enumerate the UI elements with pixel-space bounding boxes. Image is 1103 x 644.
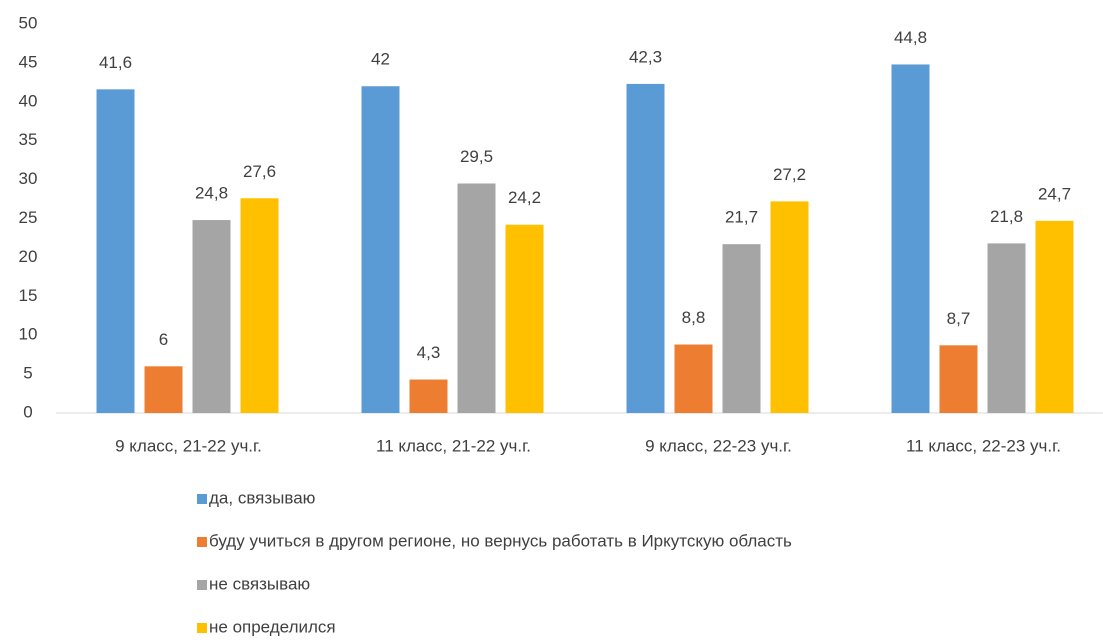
y-tick-label: 5 [23, 364, 32, 383]
legend-label: буду учиться в другом регионе, но вернус… [209, 531, 792, 550]
value-label: 21,8 [990, 207, 1023, 226]
bar [505, 224, 544, 413]
x-tick-label: 9 класс, 21-22 уч.г. [115, 436, 262, 455]
legend-label: не связываю [209, 574, 310, 593]
legend-swatch [197, 623, 207, 633]
y-tick-label: 35 [19, 130, 38, 149]
value-label: 27,6 [243, 162, 276, 181]
bar [626, 83, 665, 413]
bar [770, 201, 809, 413]
y-tick-label: 0 [23, 402, 32, 421]
value-label: 42 [371, 50, 390, 69]
value-label: 42,3 [629, 47, 662, 66]
y-tick-label: 50 [19, 13, 38, 32]
bar [144, 366, 183, 413]
bar [722, 244, 761, 413]
value-label: 8,8 [682, 308, 706, 327]
legend-label: не определился [209, 617, 336, 636]
bar [409, 379, 448, 413]
value-label: 6 [159, 330, 168, 349]
value-label: 8,7 [947, 309, 971, 328]
y-tick-label: 25 [19, 208, 38, 227]
bar [457, 183, 496, 413]
bar [240, 198, 279, 413]
bar [891, 64, 930, 414]
value-label: 24,8 [195, 184, 228, 203]
value-label: 29,5 [460, 147, 493, 166]
value-label: 27,2 [773, 165, 806, 184]
y-tick-label: 20 [19, 247, 38, 266]
value-label: 24,7 [1038, 184, 1071, 203]
bar [96, 89, 135, 414]
y-tick-label: 40 [19, 91, 38, 110]
x-tick-label: 11 класс, 22-23 уч.г. [906, 436, 1061, 455]
value-label: 41,6 [99, 53, 132, 72]
legend-swatch [197, 537, 207, 547]
x-tick-label: 9 класс, 22-23 уч.г. [645, 436, 792, 455]
y-tick-label: 15 [19, 286, 38, 305]
legend-swatch [197, 494, 207, 504]
bar [361, 86, 400, 414]
bar [987, 243, 1026, 413]
legend-swatch [197, 580, 207, 590]
legend-label: да, связываю [209, 488, 316, 507]
bar [1035, 220, 1074, 413]
bar [939, 345, 978, 413]
bar [192, 220, 231, 413]
value-label: 21,7 [725, 208, 758, 227]
value-label: 4,3 [417, 343, 441, 362]
x-tick-label: 11 класс, 21-22 уч.г. [376, 436, 531, 455]
value-label: 24,2 [508, 188, 541, 207]
y-tick-label: 45 [19, 52, 38, 71]
bar [674, 344, 713, 413]
value-label: 44,8 [894, 28, 927, 47]
y-tick-label: 10 [19, 325, 38, 344]
y-tick-label: 30 [19, 169, 38, 188]
